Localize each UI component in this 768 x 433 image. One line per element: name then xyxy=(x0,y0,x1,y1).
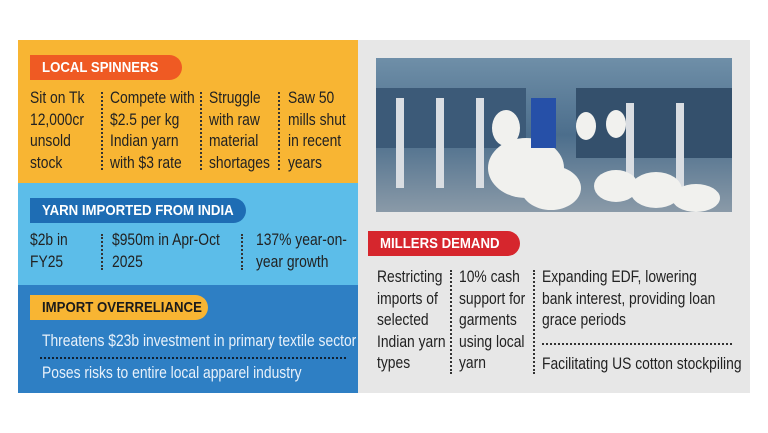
spinners-point: Saw 50 mills shut in recent years xyxy=(288,89,346,172)
spinners-header: LOCAL SPINNERS xyxy=(30,55,182,80)
millers-title: MILLERS DEMAND xyxy=(380,235,500,252)
yarn-point: 137% year-on-year growth xyxy=(256,231,347,271)
separator xyxy=(40,357,346,359)
overreliance-point: Poses risks to entire local apparel indu… xyxy=(42,364,302,382)
separator xyxy=(278,92,280,170)
separator xyxy=(200,92,202,170)
overreliance-point: Threatens $23b investment in primary tex… xyxy=(42,332,357,350)
spinners-point: Sit on Tk 12,000cr unsold stock xyxy=(30,89,85,172)
factory-photo xyxy=(376,58,732,212)
overreliance-title: IMPORT OVERRELIANCE xyxy=(42,299,202,316)
millers-point: Expanding EDF, lowering bank interest, p… xyxy=(542,268,716,329)
spinners-title: LOCAL SPINNERS xyxy=(42,59,159,76)
yarn-point: $950m in Apr-Oct 2025 xyxy=(112,231,220,271)
separator xyxy=(101,92,103,170)
millers-point: 10% cash support for garments using loca… xyxy=(459,268,526,372)
yarn-header: YARN IMPORTED FROM INDIA xyxy=(30,198,246,223)
spinners-point: Struggle with raw material shortages xyxy=(209,89,270,172)
separator xyxy=(533,270,535,374)
separator xyxy=(542,343,732,345)
separator xyxy=(450,270,452,374)
millers-point: Facilitating US cotton stockpiling xyxy=(542,355,742,373)
millers-point: Restricting imports of selected Indian y… xyxy=(377,268,446,372)
overreliance-header: IMPORT OVERRELIANCE xyxy=(30,295,208,320)
millers-header: MILLERS DEMAND xyxy=(368,231,520,256)
yarn-point: $2b in FY25 xyxy=(30,231,68,271)
separator xyxy=(101,234,103,270)
spinners-point: Compete with $2.5 per kg Indian yarn wit… xyxy=(110,89,195,172)
yarn-title: YARN IMPORTED FROM INDIA xyxy=(42,202,234,219)
photo-yarn-cones xyxy=(488,110,720,212)
separator xyxy=(241,234,243,270)
photo-worker xyxy=(531,98,556,148)
